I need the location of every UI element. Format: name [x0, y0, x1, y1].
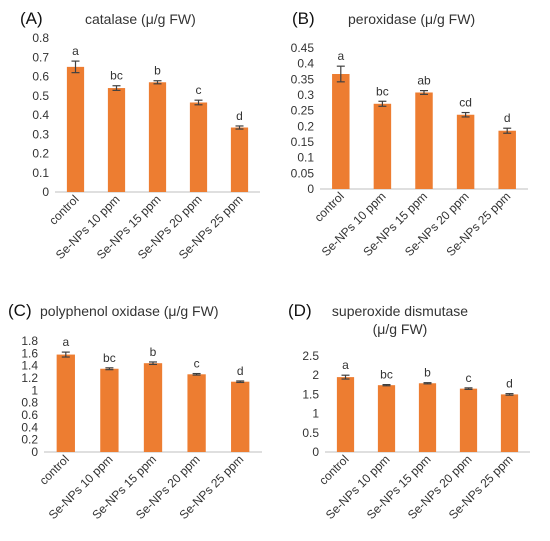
y-tick-label: 1 [31, 383, 38, 397]
bar [187, 374, 206, 452]
significance-letter: ab [417, 74, 431, 88]
bar [500, 394, 519, 452]
bar [56, 354, 75, 452]
significance-letter: bc [380, 368, 393, 382]
bar [332, 74, 350, 189]
bar [336, 377, 355, 452]
y-tick-label: 1.5 [302, 387, 319, 401]
y-tick-label: 0 [42, 185, 49, 199]
y-tick-label: 0.7 [32, 50, 49, 64]
y-tick-label: 1.8 [21, 334, 38, 348]
panel-label: (B) [292, 9, 315, 28]
y-tick-label: 1.6 [21, 346, 38, 360]
y-tick-label: 0 [31, 445, 38, 459]
panel-label: (C) [8, 301, 32, 320]
y-tick-label: 0.5 [302, 426, 319, 440]
significance-letter: d [504, 111, 511, 125]
y-tick-label: 0.2 [21, 433, 38, 447]
bar [456, 114, 475, 189]
chart-title: polyphenol oxidase (μ/g FW) [40, 303, 218, 319]
bar [107, 88, 126, 192]
significance-letter: c [466, 371, 472, 385]
y-tick-label: 0 [307, 182, 314, 196]
y-tick-label: 2.5 [302, 349, 319, 363]
x-tick-label: control [312, 189, 347, 224]
significance-letter: bc [103, 351, 116, 365]
bar [100, 368, 119, 452]
x-tick-label: control [316, 452, 351, 487]
y-tick-label: 1.2 [21, 371, 38, 385]
y-tick-label: 0.45 [291, 41, 315, 55]
bar [498, 130, 516, 189]
y-tick-label: 0 [312, 445, 319, 459]
y-tick-label: 0.2 [297, 119, 314, 133]
significance-letter: a [337, 49, 344, 63]
y-tick-label: 0.35 [291, 72, 315, 86]
bar [418, 383, 437, 452]
significance-letter: d [237, 364, 244, 378]
chart-panel: (C) polyphenol oxidase (μ/g FW) 00.20.40.6… [8, 301, 262, 522]
y-tick-label: 0.15 [291, 135, 315, 149]
significance-letter: bc [376, 84, 389, 98]
bar [230, 127, 249, 192]
chart-panel: (B) peroxidase (μ/g FW) 0 0.050.1 0.15 0.20.2… [291, 9, 528, 259]
significance-letter: b [424, 366, 431, 380]
y-tick-label: 0.4 [21, 420, 38, 434]
bar [377, 385, 396, 452]
y-tick-label: 0.1 [32, 166, 49, 180]
significance-letter: d [236, 109, 243, 123]
y-tick-label: 0.2 [32, 147, 49, 161]
y-tick-label: 1.4 [21, 359, 38, 373]
y-tick-label: 0.4 [32, 108, 49, 122]
bar [415, 92, 433, 189]
y-tick-label: 0.6 [32, 70, 49, 84]
bar [143, 363, 163, 452]
bar [148, 82, 167, 192]
significance-letter: d [506, 377, 513, 391]
bar [189, 102, 208, 192]
significance-letter: cd [459, 96, 472, 110]
bar [66, 66, 85, 192]
y-tick-label: 0.6 [21, 408, 38, 422]
y-tick-label: 0.4 [297, 57, 314, 71]
chart-title: superoxide dismutase [332, 303, 468, 319]
y-tick-label: 0.3 [297, 88, 314, 102]
y-tick-label: 1 [312, 407, 319, 421]
significance-letter: a [72, 44, 79, 58]
chart-panel: (A) catalase (μ/g FW) 0 0.1 0.2 0.3 0.4 0.5 0.6 0… [20, 9, 260, 262]
bar [459, 388, 478, 452]
bar [373, 103, 392, 189]
y-tick-label: 0.8 [21, 396, 38, 410]
significance-letter: a [342, 358, 349, 372]
x-tick-label: control [37, 452, 72, 487]
panel-label: (A) [20, 9, 43, 28]
significance-letter: b [154, 64, 161, 78]
significance-letter: c [194, 357, 200, 371]
chart-title: (μ/g FW) [373, 321, 428, 337]
x-tick-label: control [46, 192, 81, 227]
y-tick-label: 0.1 [297, 151, 314, 165]
y-tick-label: 0.5 [32, 89, 49, 103]
chart-title: peroxidase (μ/g FW) [348, 11, 475, 27]
y-tick-label: 0.8 [32, 31, 49, 45]
y-tick-label: 0.05 [291, 166, 315, 180]
chart-panel: (D) superoxide dismutase (μ/g FW) 0 0.5 1 1.5 2… [288, 301, 530, 522]
chart-title: catalase (μ/g FW) [85, 11, 196, 27]
significance-letter: b [150, 345, 157, 359]
bar [231, 381, 250, 452]
y-tick-label: 0.25 [291, 104, 315, 118]
significance-letter: c [196, 83, 202, 97]
significance-letter: bc [110, 69, 123, 83]
panel-label: (D) [288, 301, 312, 320]
significance-letter: a [62, 335, 69, 349]
y-tick-label: 0.3 [32, 127, 49, 141]
y-tick-label: 2 [312, 368, 319, 382]
